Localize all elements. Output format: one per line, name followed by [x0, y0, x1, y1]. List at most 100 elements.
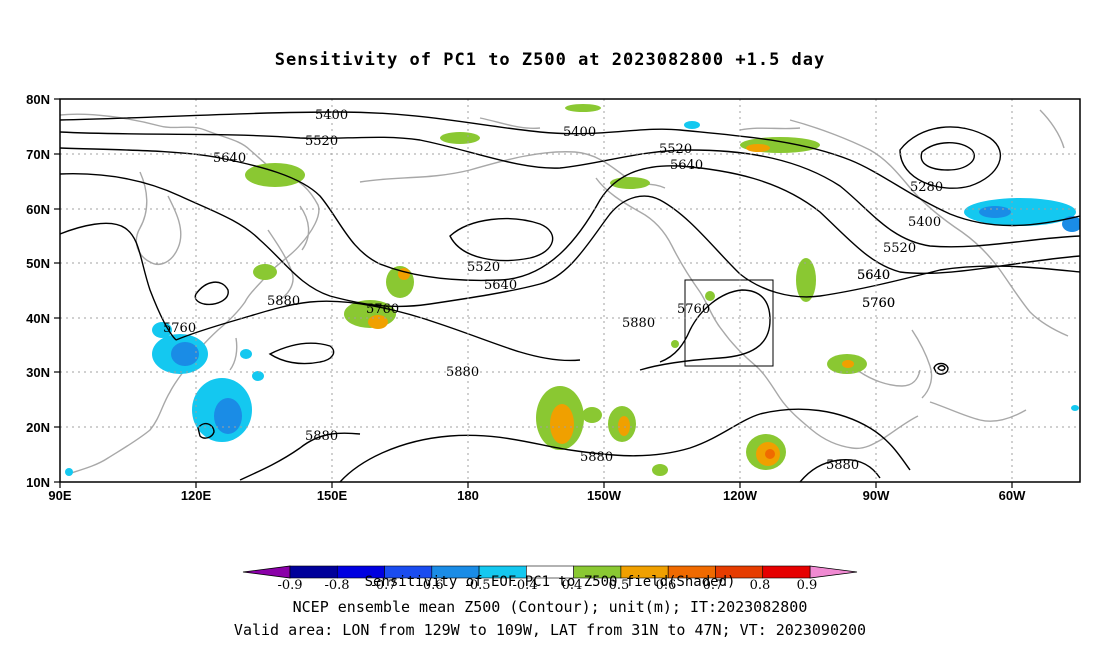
- lon-label: 60W: [999, 488, 1026, 503]
- colorbar-tick: -0.9: [277, 578, 302, 593]
- shade-patch: [746, 144, 770, 152]
- colorbar-tick: 0.8: [750, 578, 771, 593]
- shade-patch: [765, 449, 775, 459]
- contour-5760: [60, 173, 1080, 308]
- contour-label: 5520: [659, 142, 692, 157]
- shade-patch: [440, 132, 480, 144]
- lon-label: 90E: [48, 488, 71, 503]
- contour-label: 5520: [883, 241, 916, 256]
- shade-patch: [245, 163, 305, 187]
- contour-labels: 5400 5400 5520 5520 5520 5640 5640 5640 …: [163, 108, 943, 473]
- shade-patch: [152, 322, 172, 338]
- contour-hurricane: [933, 362, 949, 375]
- contour-5520-low: [449, 218, 554, 262]
- colorbar-tick: 0.6: [656, 578, 677, 593]
- shade-patch: [582, 407, 602, 423]
- contour-hurricane-inner: [937, 365, 946, 371]
- shade-patch: [214, 398, 242, 434]
- contour-label: 5760: [163, 321, 196, 336]
- contour-label: 5760: [366, 302, 399, 317]
- shade-patch: [842, 360, 854, 368]
- sensitivity-shading: [65, 104, 1080, 476]
- contour-5880-sw: [239, 432, 361, 481]
- contour-5760-west: [60, 222, 177, 341]
- lon-label: 120W: [723, 488, 758, 503]
- longitude-labels: 90E 120E 150E 180 150W 120W 90W 60W: [48, 488, 1026, 503]
- plot-frame: [59, 98, 1081, 483]
- lat-label: 30N: [26, 365, 50, 380]
- lon-label: 150W: [587, 488, 622, 503]
- lat-label: 70N: [26, 147, 50, 162]
- contour-label: 5640: [213, 151, 246, 166]
- shade-patch: [618, 416, 630, 436]
- contour-label: 5760: [677, 302, 710, 317]
- lon-label: 90W: [863, 488, 890, 503]
- shade-patch: [398, 268, 410, 280]
- latitude-labels: 80N 70N 60N 50N 40N 30N 20N 10N: [26, 92, 50, 490]
- contour-label: 5880: [580, 450, 613, 465]
- shade-patch: [964, 198, 1076, 226]
- colorbar-tick: 0.9: [797, 578, 818, 593]
- shade-patch: [1062, 216, 1080, 232]
- lat-label: 10N: [26, 475, 50, 490]
- contour-label: 5640: [857, 268, 890, 283]
- shade-patch: [65, 468, 73, 476]
- colorbar-tick: -0.5: [465, 578, 490, 593]
- colorbar: -0.9 -0.8 -0.7 -0.6 -0.5 -0.4 0.4 0.5 0.…: [242, 565, 858, 593]
- map-title: Sensitivity of PC1 to Z500 at 2023082800…: [274, 50, 826, 70]
- colorbar-cell: [762, 565, 811, 579]
- shade-patch: [171, 342, 199, 366]
- contour-5280: [899, 126, 1001, 189]
- lat-label: 40N: [26, 311, 50, 326]
- colorbar-tick: -0.6: [418, 578, 443, 593]
- contour-label: 5880: [305, 429, 338, 444]
- colorbar-tick: 0.4: [562, 578, 583, 593]
- contour-label: 5880: [826, 458, 859, 473]
- colorbar-tick: -0.4: [512, 578, 537, 593]
- footer-line-valid-area: Valid area: LON from 129W to 109W, LAT f…: [233, 621, 867, 639]
- contour-label: 5640: [484, 278, 517, 293]
- z500-contours: [60, 111, 1080, 482]
- contour-5880-east: [639, 289, 771, 371]
- colorbar-tick: 0.7: [703, 578, 724, 593]
- contour-label: 5760: [862, 296, 895, 311]
- valid-area-box: [684, 279, 774, 367]
- contour-label: 5400: [908, 215, 941, 230]
- colorbar-tick: -0.8: [324, 578, 349, 593]
- contour-5640: [60, 147, 1080, 282]
- shade-patch: [979, 206, 1011, 218]
- contour-5880-pac: [268, 342, 335, 365]
- contour-label: 5640: [670, 158, 703, 173]
- lat-label: 60N: [26, 202, 50, 217]
- contour-label: 5880: [446, 365, 479, 380]
- shade-patch: [565, 104, 601, 112]
- lon-label: 120E: [181, 488, 212, 503]
- lon-label: 180: [457, 488, 479, 503]
- contour-label: 5520: [467, 260, 500, 275]
- contour-5880: [175, 300, 581, 362]
- lat-label: 50N: [26, 256, 50, 271]
- contour-label: 5880: [622, 316, 655, 331]
- shade-patch: [368, 315, 388, 329]
- shade-patch: [252, 371, 264, 381]
- contour-label: 5400: [315, 108, 348, 123]
- colorbar-tick-labels: -0.9 -0.8 -0.7 -0.6 -0.5 -0.4 0.4 0.5 0.…: [277, 578, 817, 593]
- shade-patch: [253, 264, 277, 280]
- contour-label: 5400: [563, 125, 596, 140]
- shade-patch: [1071, 405, 1079, 411]
- contour-5520: [60, 131, 1080, 248]
- contour-5880-atl: [799, 459, 881, 482]
- shade-patch: [796, 258, 816, 302]
- colorbar-tick: 0.5: [609, 578, 630, 593]
- grid-lines: [60, 99, 1080, 482]
- lat-label: 80N: [26, 92, 50, 107]
- lat-label: 20N: [26, 420, 50, 435]
- contour-5880-south: [339, 408, 911, 482]
- tick-marks: [54, 98, 1013, 488]
- contour-label: 5280: [910, 180, 943, 195]
- contour-5880-small: [197, 422, 215, 439]
- shade-patch: [240, 349, 252, 359]
- shade-patch: [705, 291, 715, 301]
- contour-label: 5520: [305, 134, 338, 149]
